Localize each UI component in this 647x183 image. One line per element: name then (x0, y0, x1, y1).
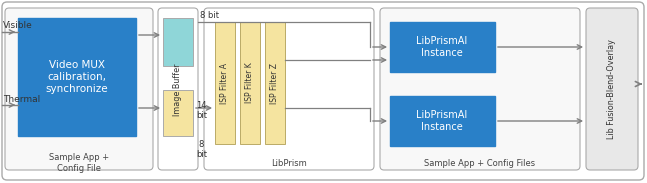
Bar (163, 90, 193, 136)
Text: Video MUX
calibration,
synchronize: Video MUX calibration, synchronize (46, 60, 108, 94)
Text: Visible: Visible (3, 21, 33, 31)
Text: Lib Fusion-Blend-Overlay: Lib Fusion-Blend-Overlay (608, 39, 617, 139)
FancyBboxPatch shape (5, 8, 153, 170)
Text: LibPrism: LibPrism (271, 158, 307, 167)
Text: Image Buffer: Image Buffer (173, 64, 182, 116)
Text: ISP Filter A: ISP Filter A (221, 63, 230, 104)
Bar (215, 22, 235, 144)
FancyBboxPatch shape (204, 8, 374, 170)
Text: Thermal: Thermal (3, 94, 40, 104)
FancyBboxPatch shape (586, 8, 638, 170)
FancyBboxPatch shape (158, 8, 198, 170)
Bar (240, 22, 260, 144)
Text: ISP Filter K: ISP Filter K (245, 63, 254, 103)
Text: ISP Filter Z: ISP Filter Z (270, 63, 280, 104)
Text: LibPrismAI
Instance: LibPrismAI Instance (417, 36, 468, 58)
Bar (390, 22, 495, 72)
Text: Sample App +
Config File: Sample App + Config File (49, 153, 109, 173)
Bar (265, 22, 285, 144)
Text: Sample App + Config Files: Sample App + Config Files (424, 158, 536, 167)
Bar (390, 96, 495, 146)
Text: 8
bit: 8 bit (196, 140, 207, 159)
Bar (18, 18, 136, 136)
Bar (163, 18, 193, 66)
FancyBboxPatch shape (380, 8, 580, 170)
FancyBboxPatch shape (2, 2, 644, 180)
Text: LibPrismAI
Instance: LibPrismAI Instance (417, 110, 468, 132)
Text: 14
bit: 14 bit (196, 101, 207, 120)
Text: 8 bit: 8 bit (200, 11, 219, 20)
